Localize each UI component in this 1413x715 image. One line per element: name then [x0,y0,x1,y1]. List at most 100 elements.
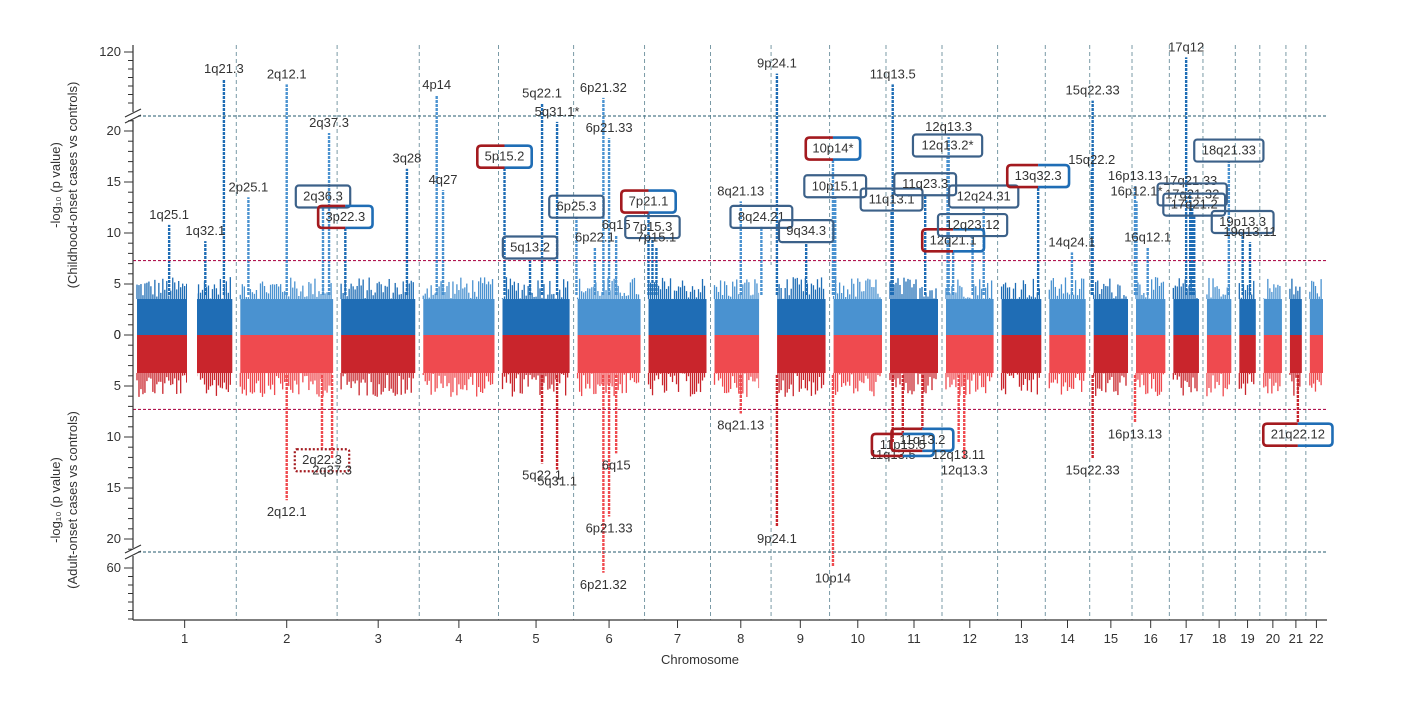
chromosome-grid [235,45,1307,620]
locus-label-top: 9q34.3 [786,223,826,238]
x-tick-label: 8 [737,631,744,646]
y-tick-label-bottom: 15 [107,480,121,495]
snp-band-bottom [889,335,938,373]
x-tick-label: 9 [797,631,804,646]
locus-label-top: 1q32.1 [185,223,225,238]
snp-band-bottom [240,335,334,373]
locus-label-bottom: 21q22.12 [1271,427,1325,442]
locus-box-blue-half [345,204,374,230]
locus-box-blue-half [648,189,677,214]
x-tick-label: 12 [963,631,977,646]
x-tick-label: 18 [1212,631,1226,646]
snp-band-top [423,299,495,335]
snp-band-top [1289,299,1302,335]
locus-label-top: 8q21.13 [717,183,764,198]
locus-box-blue [947,184,1020,209]
y-tick-label-bottom: 5 [114,378,121,393]
x-tick-label: 16 [1143,631,1157,646]
snp-band-top [775,299,826,335]
snp-band-bottom [1239,335,1256,373]
snp-band-bottom [137,335,233,373]
x-tick-label: 4 [455,631,462,646]
snp-band-bottom [502,335,570,373]
locus-box-red-half [476,144,505,169]
locus-box-blue [893,172,958,197]
snp-band-bottom [1289,335,1302,373]
y-axis-title-top: (Childhood-onset cases vs controls) [65,82,80,289]
locus-label-top: 8q24.21 [738,209,785,224]
snp-band-bottom [341,335,416,373]
snp-band-bottom [775,335,826,373]
y-tick-label-bottom: 0 [114,327,121,342]
locus-box-blue [1210,209,1275,235]
locus-label-top: 4p14 [422,77,451,92]
locus-box-blue [1156,182,1228,207]
axis-titles: Chromosome-log₁₀ (p value) (Childhood-ons… [48,82,739,667]
axis-break-mark [124,108,142,118]
locus-box-blue-half [953,228,986,253]
locus-label-top: 4q27 [429,172,458,187]
snp-band-top [1263,299,1282,335]
locus-box-blue [1162,192,1227,217]
locus-label-top: 19p13.3 [1219,214,1266,229]
snp-band-bottom [1049,335,1086,373]
locus-label-top: 2q36.3 [303,188,343,203]
y-tick-label-top: 0 [114,327,121,342]
locus-box-blue [624,214,681,240]
locus-label-bottom: 12q13.3 [941,462,988,477]
locus-box-red-half [804,136,833,161]
snp-band-bottom [423,335,495,373]
locus-box-blue-half [504,144,534,169]
locus-box-red-half [920,228,954,253]
y-tick-label-bottom: 10 [107,429,121,444]
x-tick-label: 1 [181,631,188,646]
axis-break-gap [129,548,137,556]
locus-label-top: 11q23.3 [902,176,948,191]
snp-band-bottom [1136,335,1166,373]
locus-box-blue [501,235,559,260]
locus-box-blue [548,194,605,219]
snp-band-top [1049,299,1086,335]
snp-band-top [577,299,641,335]
y-tick-label-bottom: 60 [107,560,121,575]
y-axis-title-bottom: (Adult-onset cases vs controls) [65,411,80,589]
y-axis-title-top: -log₁₀ (p value) [48,142,63,228]
locus-label-top: 15q22.33 [1066,83,1120,98]
locus-label-bottom: 15q22.33 [1066,462,1120,477]
snp-band-bottom [1173,335,1199,373]
locus-box-blue [803,174,868,199]
snp-band-top [833,299,882,335]
snp-band-bottom [714,335,768,373]
snp-band-top [502,299,570,335]
locus-label-bottom: 2q22.3 [302,452,342,467]
locus-label-bottom: 6p21.33 [586,521,633,536]
locus-label-top: 16p12.1* [1110,183,1162,198]
snp-band-bottom [1206,335,1232,373]
snp-band-top [1136,299,1166,335]
locus-label-top: 2p25.1 [229,179,269,194]
locus-label-top: 2q12.1 [267,66,307,81]
locus-label-top: 3p22.3 [325,209,365,224]
reference-lines [133,115,1327,553]
axis-break-mark [124,114,142,124]
locus-box-blue [1193,138,1265,163]
x-tick-label: 3 [375,631,382,646]
y-tick-label-top: 10 [107,225,121,240]
locus-label-top: 9p24.1 [757,56,797,71]
locus-label-top: 5p15.2 [485,149,525,164]
snp-band-top [1001,299,1042,335]
snp-band-top [1309,299,1323,335]
snp-band-top [240,299,334,335]
locus-box-red-half [1261,422,1298,448]
locus-label-top: 19q13.11 [1223,224,1276,239]
snp-band-top [1239,299,1256,335]
y-axis-title-bottom: -log₁₀ (p value) [48,457,63,543]
snp-band-top [648,299,707,335]
locus-label-bottom: 12q13.11 [932,447,985,462]
locus-label-top: 6p21.32 [580,80,627,95]
locus-box-blue-half [1038,163,1071,189]
locus-label-top: 6p25.3 [557,199,597,214]
